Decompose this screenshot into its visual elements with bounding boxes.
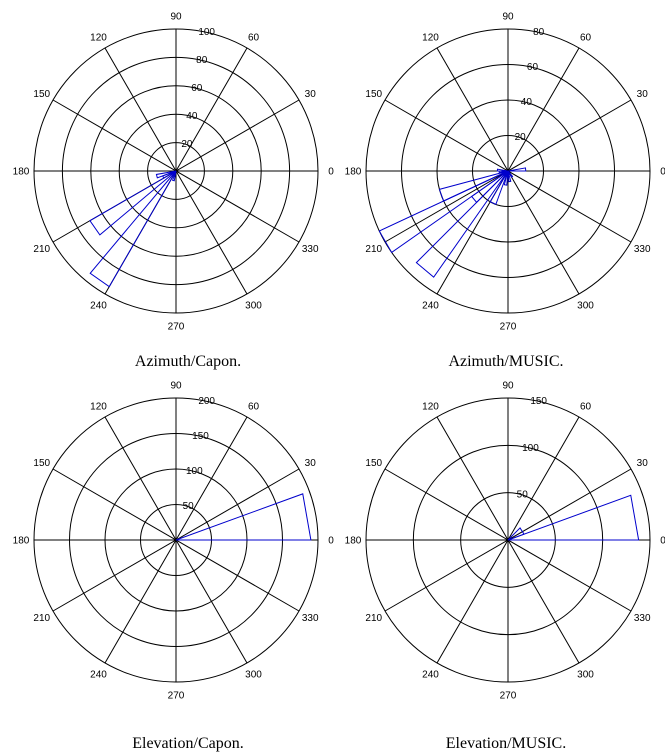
histogram-bin (507, 170, 512, 183)
angle-tick-label: 30 (305, 89, 317, 100)
radial-tick-label: 100 (186, 466, 203, 477)
angle-tick-label: 30 (637, 89, 649, 100)
histogram-bin (415, 170, 509, 278)
angle-tick-label: 120 (90, 401, 107, 412)
polar-chart-elevation-music: 0 30 60 90 120 150 180 210 240 270 300 330 50 100 150 E… (345, 381, 665, 753)
histogram-bin (89, 170, 177, 236)
polar-chart-azimuth-music: 0 30 60 90 120 150 180 210 240 270 300 330 20 40 60 80 A… (345, 12, 665, 371)
angle-tick-label: 270 (500, 322, 517, 333)
radial-tick-label: 200 (198, 396, 215, 407)
angle-tick-label: 300 (577, 670, 594, 681)
angle-tick-label: 270 (168, 322, 185, 333)
radial-tick-label: 40 (521, 97, 533, 108)
chart-caption: Elevation/Capon. (132, 735, 244, 752)
histogram-bin (489, 170, 509, 206)
radial-tick-label: 50 (517, 489, 529, 500)
radial-tick-label: 60 (527, 62, 539, 73)
angle-tick-label: 330 (302, 244, 319, 255)
angle-tick-label: 90 (170, 12, 182, 23)
angle-tick-label: 150 (365, 89, 382, 100)
angle-tick-label: 180 (13, 536, 30, 547)
angle-tick-label: 150 (365, 458, 382, 469)
angle-tick-label: 240 (90, 301, 107, 312)
angle-tick-label: 0 (660, 167, 665, 178)
radial-tick-label: 80 (196, 55, 208, 66)
chart-caption: Azimuth/Capon. (135, 353, 241, 370)
histogram-bin (378, 170, 509, 254)
chart-caption: Elevation/MUSIC. (446, 735, 566, 752)
angle-tick-label: 300 (577, 301, 594, 312)
angle-tick-label: 210 (365, 244, 382, 255)
radial-tick-label: 50 (183, 501, 195, 512)
angle-tick-label: 240 (422, 670, 439, 681)
angle-tick-label: 60 (580, 32, 592, 43)
angle-tick-label: 30 (637, 458, 649, 469)
histogram-bin (175, 493, 312, 541)
angle-tick-label: 330 (634, 613, 651, 624)
angle-tick-label: 90 (502, 381, 514, 392)
angle-tick-label: 270 (168, 691, 185, 702)
radial-tick-label: 40 (186, 111, 198, 122)
radial-tick-label: 20 (181, 139, 193, 150)
chart-caption: Azimuth/MUSIC. (448, 353, 563, 370)
radial-tick-label: 20 (515, 132, 527, 143)
angle-tick-label: 60 (580, 401, 592, 412)
radial-tick-label: 150 (530, 396, 547, 407)
angle-tick-label: 330 (634, 244, 651, 255)
radial-tick-label: 100 (522, 443, 539, 454)
angle-tick-label: 330 (302, 613, 319, 624)
angle-tick-label: 210 (33, 613, 50, 624)
angle-tick-label: 120 (90, 32, 107, 43)
histogram-bin (503, 170, 509, 186)
radial-tick-label: 80 (533, 27, 545, 38)
angle-tick-label: 0 (660, 536, 665, 547)
radial-tick-label: 100 (198, 27, 215, 38)
angle-tick-label: 90 (502, 12, 514, 23)
radial-tick-label: 60 (191, 83, 203, 94)
histogram-bin (89, 170, 177, 288)
angle-tick-label: 180 (13, 167, 30, 178)
histogram-bin (171, 170, 177, 182)
histogram-bin (507, 494, 640, 541)
angle-tick-label: 180 (345, 536, 362, 547)
angle-tick-label: 0 (328, 167, 334, 178)
angle-tick-label: 300 (245, 301, 262, 312)
polar-chart-elevation-capon: 0 30 60 90 120 150 180 210 240 270 300 330 50 100 150 2… (13, 381, 335, 753)
histogram-bin (507, 167, 527, 172)
angle-tick-label: 240 (90, 670, 107, 681)
histogram-bin (507, 170, 514, 178)
angle-tick-label: 120 (422, 401, 439, 412)
angle-tick-label: 270 (500, 691, 517, 702)
angle-tick-label: 240 (422, 301, 439, 312)
angle-tick-label: 0 (328, 536, 334, 547)
angle-tick-label: 60 (248, 401, 260, 412)
angle-tick-label: 150 (33, 458, 50, 469)
angle-tick-label: 120 (422, 32, 439, 43)
angle-tick-label: 210 (33, 244, 50, 255)
radial-tick-label: 150 (192, 431, 209, 442)
angle-tick-label: 180 (345, 167, 362, 178)
angle-tick-label: 60 (248, 32, 260, 43)
angle-tick-label: 30 (305, 458, 317, 469)
angle-tick-label: 210 (365, 613, 382, 624)
angle-tick-label: 150 (33, 89, 50, 100)
polar-chart-azimuth-capon: 0 30 60 90 120 150 180 210 240 270 300 330 20 40 60 80 1… (13, 12, 335, 371)
histogram-bin (507, 527, 525, 541)
angle-tick-label: 300 (245, 670, 262, 681)
angle-tick-label: 90 (170, 381, 182, 392)
